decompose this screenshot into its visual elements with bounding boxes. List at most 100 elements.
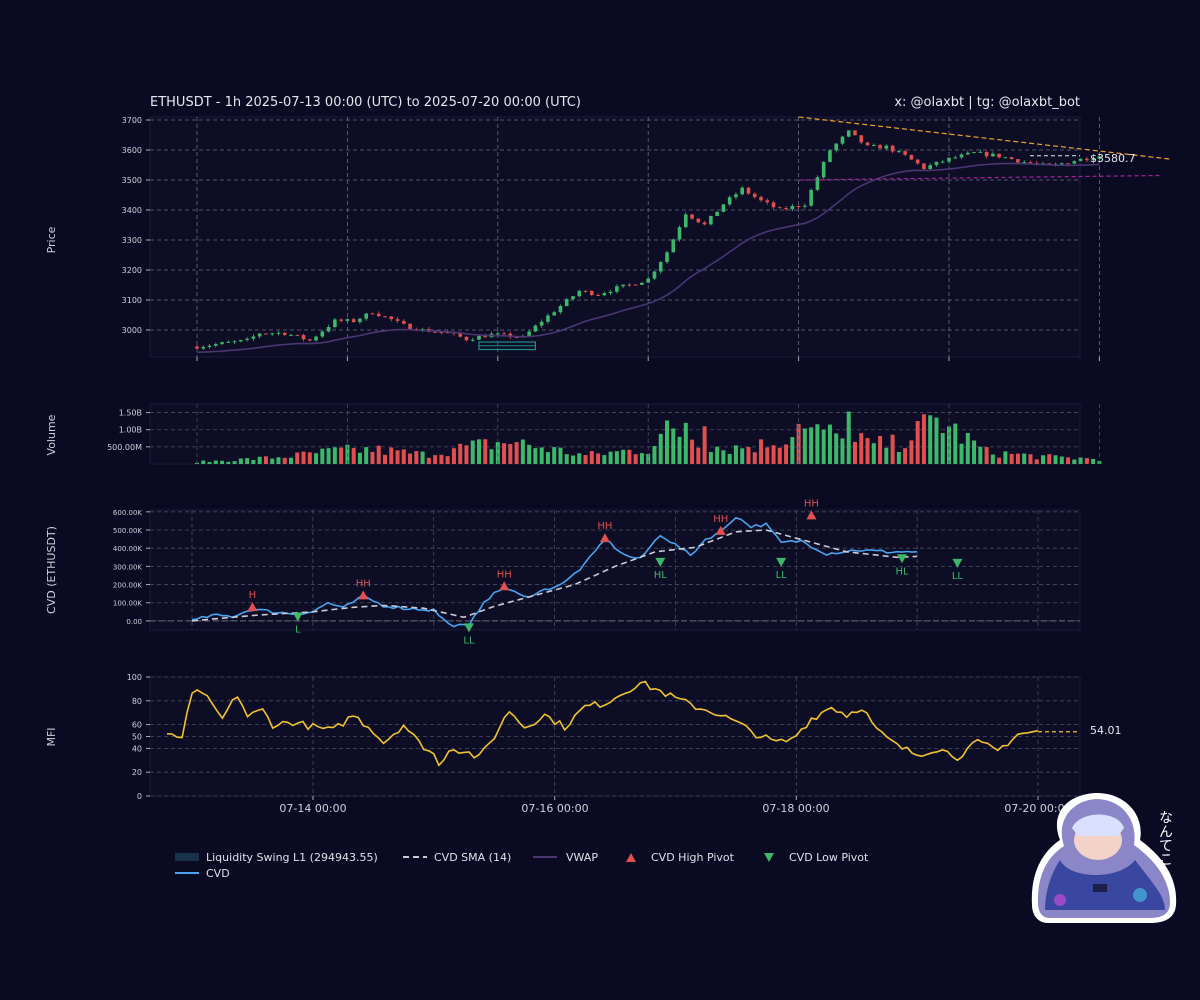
volume-bar <box>1091 458 1096 464</box>
price-tick-label: 3500 <box>122 176 142 185</box>
candle <box>558 306 563 313</box>
candle <box>759 197 763 201</box>
volume-bar <box>289 457 293 464</box>
volume-bar <box>226 461 231 464</box>
volume-bar <box>821 429 826 464</box>
candle <box>552 312 556 316</box>
candle <box>251 336 256 339</box>
volume-bar <box>376 445 381 464</box>
volume-bar <box>502 443 507 464</box>
mfi-line <box>166 680 1039 767</box>
volume-bar <box>263 456 268 464</box>
volume-bar <box>903 448 908 464</box>
sticker-caption: なんてこった！ <box>1140 800 1190 908</box>
candle <box>1016 159 1020 163</box>
price-tick-label: 3400 <box>122 206 142 215</box>
volume-bar <box>1047 454 1052 464</box>
price-tick-label: 3600 <box>122 146 142 155</box>
candle <box>583 290 588 292</box>
candle <box>320 331 325 337</box>
volume-bar <box>602 455 607 464</box>
volume-bar <box>213 460 218 464</box>
legend-swatch-high-pivot <box>626 853 636 862</box>
volume-panel: 500.00M 1.00B 1.50B <box>107 403 1102 465</box>
volume-bar <box>477 439 481 464</box>
candle <box>840 136 845 144</box>
volume-bar <box>733 445 738 464</box>
volume-bar <box>765 447 770 464</box>
volume-bar <box>238 458 243 464</box>
candle <box>201 346 206 349</box>
pivot-label: HH <box>356 578 371 589</box>
volume-bar <box>784 444 789 464</box>
candle <box>276 332 281 334</box>
candle <box>1091 158 1095 161</box>
pivot-label: H <box>249 590 257 601</box>
candle <box>677 227 682 240</box>
candle <box>966 152 970 155</box>
volume-bar <box>928 415 933 464</box>
candle <box>658 262 663 272</box>
candle <box>771 202 776 208</box>
candle <box>1085 158 1089 161</box>
volume-bar <box>853 441 857 464</box>
candle <box>1097 156 1102 159</box>
pivot-label: HL <box>895 566 909 577</box>
candle <box>282 332 287 335</box>
volume-bar <box>621 449 626 464</box>
candle <box>746 187 751 194</box>
cvd-high-pivot <box>499 581 510 591</box>
volume-bar <box>370 451 375 464</box>
candle <box>752 193 757 198</box>
candle <box>709 215 713 225</box>
candle <box>402 320 406 324</box>
candle <box>784 208 788 210</box>
candle <box>339 319 343 321</box>
cvd-tick-label: 500.00K <box>113 527 142 535</box>
candle <box>1066 163 1070 165</box>
volume-bar <box>915 420 920 464</box>
candle <box>370 313 375 315</box>
volume-bar <box>909 440 914 464</box>
cvd-tick-label: 200.00K <box>113 582 142 590</box>
candle <box>596 294 600 296</box>
volume-bar <box>577 453 582 464</box>
volume-bar <box>639 453 644 464</box>
legend-swatch-liquidity <box>175 853 199 861</box>
candle <box>897 151 901 153</box>
volume-bar <box>351 447 356 464</box>
candle <box>1003 157 1008 159</box>
volume-bar <box>583 455 588 464</box>
volume-bar <box>401 449 406 464</box>
legend: Liquidity Swing L1 (294943.55) CVD CVD S… <box>175 851 869 880</box>
x-tick-label: 07-18 00:00 <box>762 802 829 815</box>
pivot-label: LL <box>952 571 964 582</box>
candle <box>326 326 331 332</box>
pivot-label: LL <box>776 570 788 581</box>
volume-bar <box>721 450 726 464</box>
cvd-sma-line <box>191 529 918 622</box>
cvd-low-pivot <box>292 612 303 622</box>
volume-bar <box>1003 451 1008 464</box>
volume-bar <box>326 448 331 464</box>
legend-label: CVD SMA (14) <box>434 851 511 864</box>
volume-bar <box>834 433 839 464</box>
volume-bar <box>1034 459 1039 464</box>
cvd-low-pivot <box>952 558 963 568</box>
mfi-tick-label: 0 <box>137 792 142 801</box>
candle <box>821 161 826 178</box>
volume-bar <box>589 451 594 464</box>
mfi-tick-label: 60 <box>132 721 142 730</box>
cvd-panel: 0.00 100.00K 200.00K 300.00K 400.00K 500.00K 6… <box>113 498 1081 646</box>
mfi-tick-label: 100 <box>127 673 142 682</box>
candle <box>859 135 864 143</box>
volume-bar <box>245 458 250 464</box>
volume-bar <box>896 451 901 464</box>
mfi-tick-label: 20 <box>132 768 142 777</box>
volume-bar <box>796 423 801 464</box>
candle <box>546 315 550 322</box>
volume-bar <box>1009 453 1014 464</box>
vwap-line <box>196 162 1100 353</box>
volume-axis-label: Volume <box>45 414 58 455</box>
volume-bar <box>671 428 676 464</box>
